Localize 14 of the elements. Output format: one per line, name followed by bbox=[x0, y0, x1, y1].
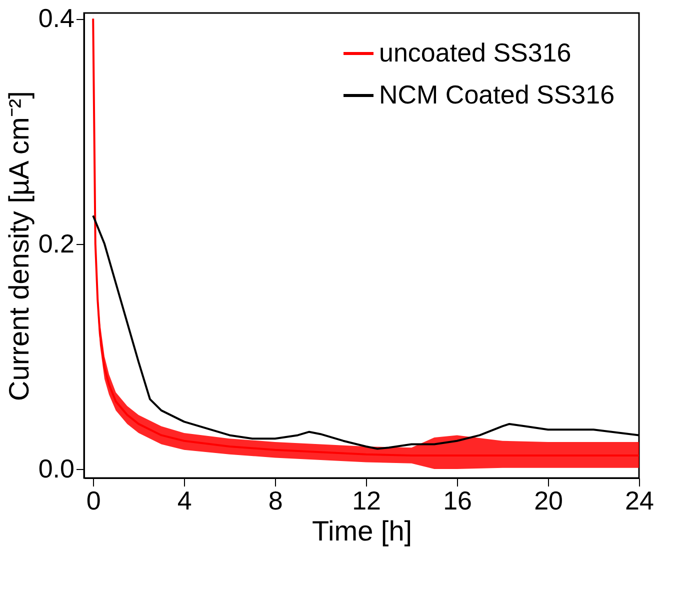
y-tick-label: 0.4 bbox=[38, 3, 74, 34]
x-tick-label: 12 bbox=[352, 486, 382, 516]
x-tick-label: 8 bbox=[268, 486, 283, 516]
x-tick-label: 16 bbox=[443, 486, 472, 516]
x-tick-label: 0 bbox=[86, 486, 101, 516]
y-tick-label: 0.2 bbox=[38, 228, 74, 258]
legend-label: NCM Coated SS316 bbox=[379, 80, 615, 110]
y-tick-label: 0.0 bbox=[38, 453, 74, 484]
x-axis-title: Time [h] bbox=[312, 516, 412, 546]
y-axis-title: Current density [µA cm⁻²] bbox=[3, 91, 34, 401]
legend-label: uncoated SS316 bbox=[379, 38, 572, 68]
x-tick-label: 4 bbox=[177, 486, 192, 516]
x-tick-label: 24 bbox=[625, 486, 654, 516]
x-tick-label: 20 bbox=[534, 486, 563, 516]
